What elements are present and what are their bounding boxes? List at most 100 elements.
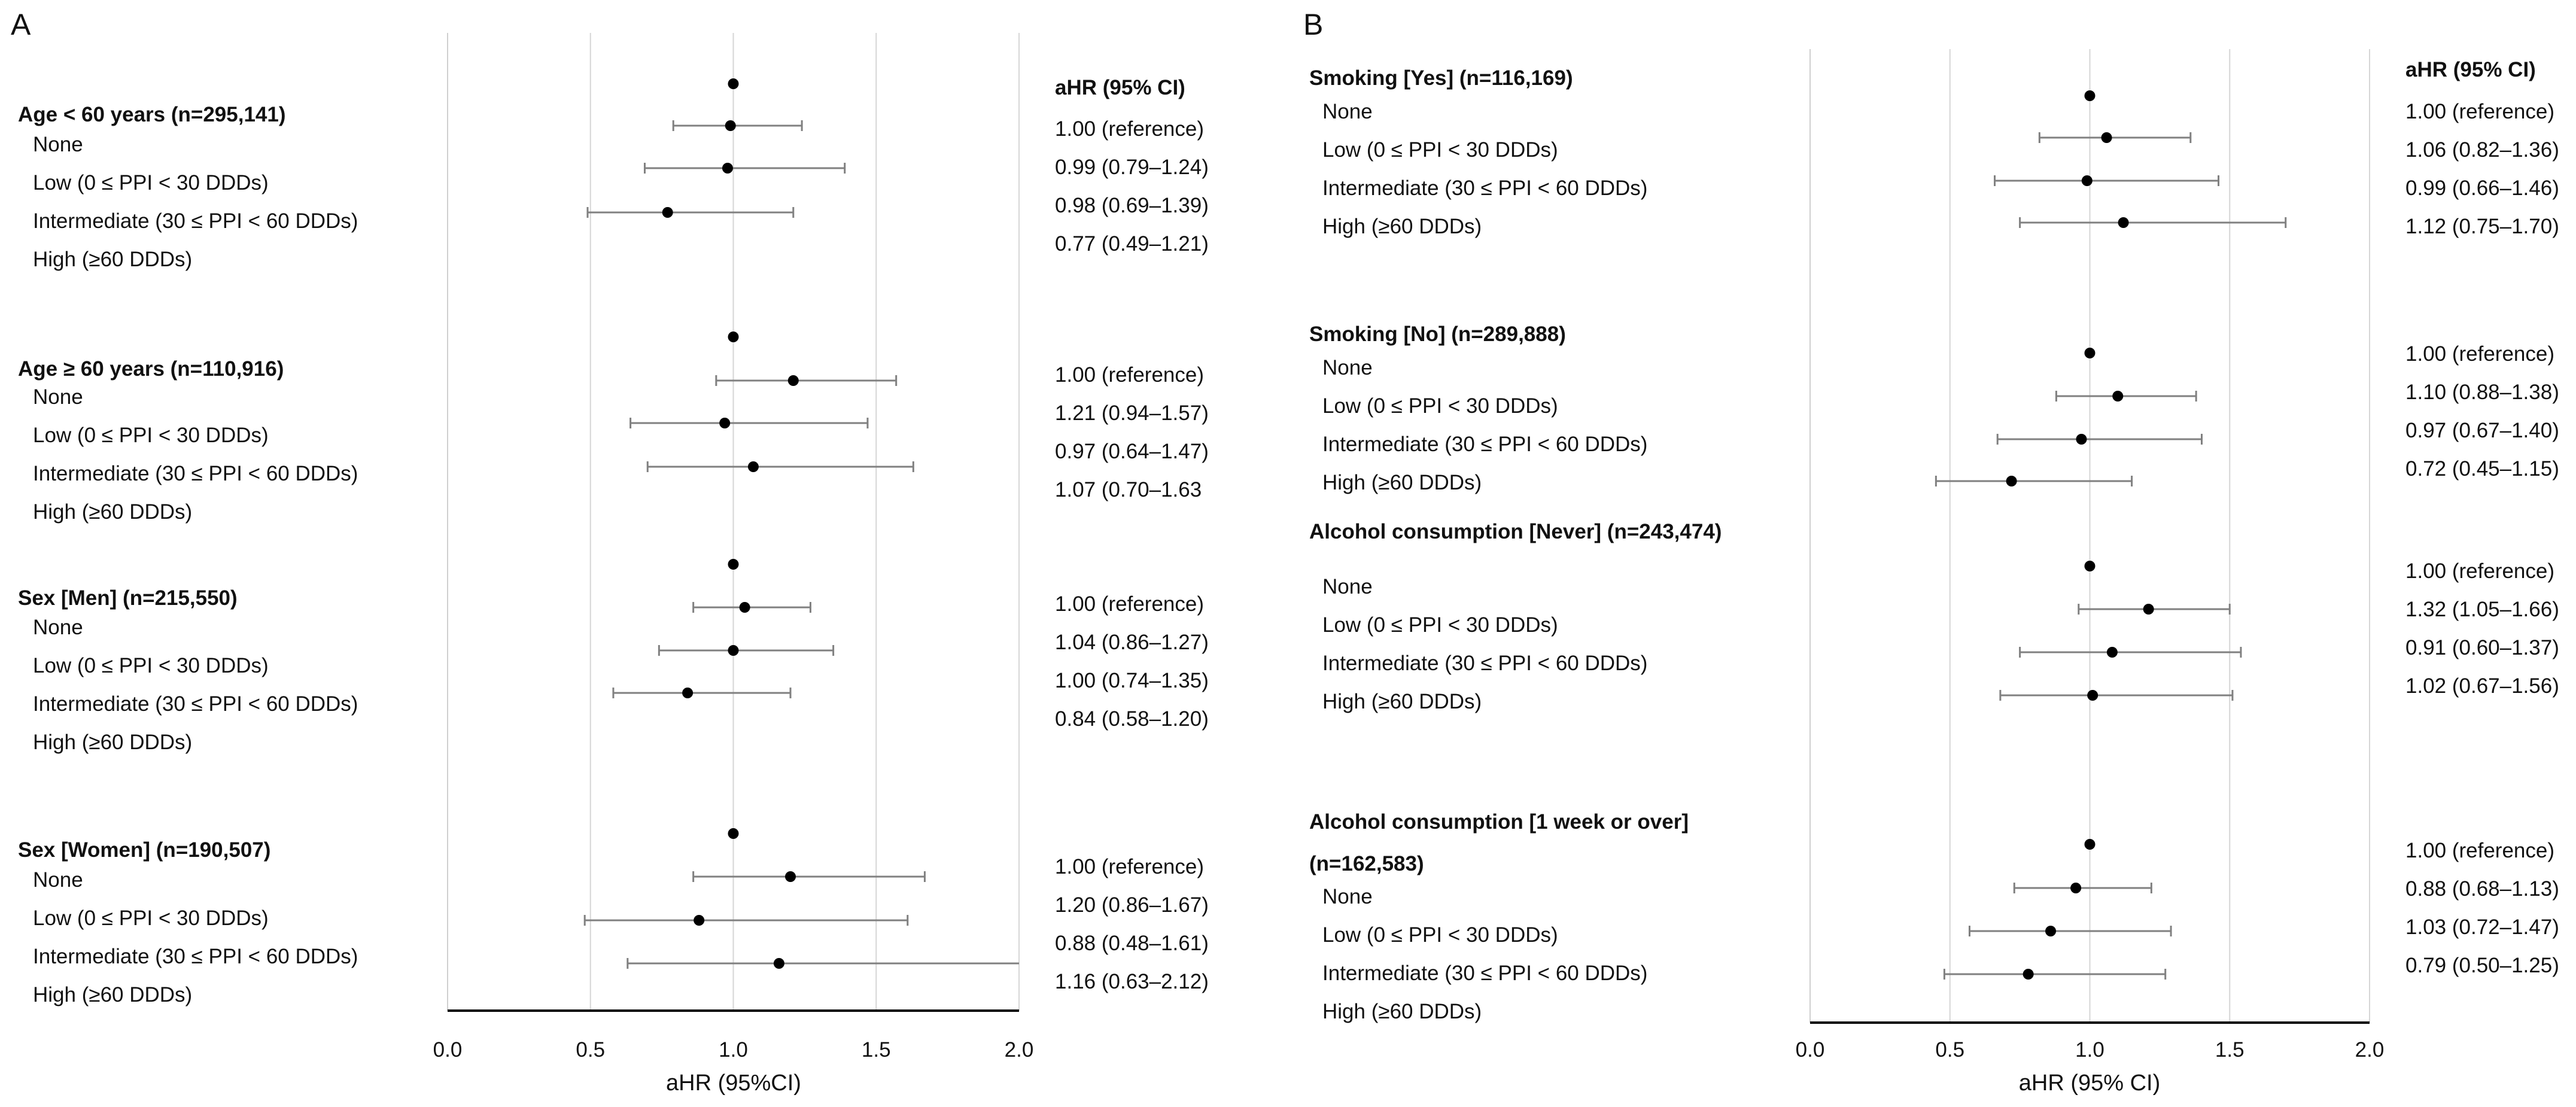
hr-value-label: 1.16 (0.63–2.12) [1055, 970, 1209, 993]
row-label: Intermediate (30 ≤ PPI < 60 DDDs) [1322, 652, 1647, 675]
point-estimate [728, 828, 739, 839]
point-estimate [2112, 391, 2124, 402]
group-label: Age ≥ 60 years (n=110,916) [18, 357, 284, 381]
row-label: None [33, 868, 83, 892]
group-label: Sex [Men] (n=215,550) [18, 586, 238, 610]
row-label: None [1322, 100, 1373, 123]
row-label: Intermediate (30 ≤ PPI < 60 DDDs) [1322, 433, 1647, 456]
point-estimate [719, 418, 731, 428]
hr-value-label: 0.84 (0.58–1.20) [1055, 707, 1209, 731]
point-estimate [785, 871, 796, 882]
hr-value-label: 1.00 (reference) [2405, 100, 2554, 123]
point-estimate [747, 461, 759, 472]
x-tick-label: 2.0 [2355, 1038, 2385, 1062]
hr-value-label: 0.88 (0.68–1.13) [2405, 877, 2559, 901]
row-label: Low (0 ≤ PPI < 30 DDDs) [33, 654, 269, 677]
row-label: Intermediate (30 ≤ PPI < 60 DDDs) [1322, 177, 1647, 200]
hr-value-label: 1.10 (0.88–1.38) [2405, 381, 2559, 404]
hr-value-label: 1.00 (0.74–1.35) [1055, 669, 1209, 692]
point-estimate [2084, 90, 2096, 101]
hr-value-label: 1.00 (reference) [2405, 342, 2554, 366]
group-label: Alcohol consumption [1 week or over] [1309, 810, 1689, 834]
point-estimate [2084, 348, 2096, 358]
point-estimate [2106, 647, 2118, 658]
hr-value-label: 0.72 (0.45–1.15) [2405, 457, 2559, 480]
point-estimate [773, 958, 784, 969]
hr-value-label: 1.21 (0.94–1.57) [1055, 402, 1209, 425]
row-label: None [33, 616, 83, 639]
x-tick-label: 0.0 [1796, 1038, 1825, 1062]
row-label: None [33, 133, 83, 156]
hr-value-label: 1.06 (0.82–1.36) [2405, 138, 2559, 162]
point-estimate [2023, 969, 2034, 980]
x-tick-label: 0.5 [576, 1038, 605, 1062]
group-label: Sex [Women] (n=190,507) [18, 838, 270, 862]
hr-value-label: 1.00 (reference) [2405, 839, 2554, 862]
group-label: Age < 60 years (n=295,141) [18, 103, 286, 126]
row-label: Low (0 ≤ PPI < 30 DDDs) [1322, 394, 1558, 418]
hr-value-label: 1.07 (0.70–1.63 [1055, 478, 1202, 501]
point-estimate [728, 645, 739, 656]
point-estimate [739, 602, 750, 613]
row-label: Intermediate (30 ≤ PPI < 60 DDDs) [33, 692, 358, 716]
hr-value-label: 0.99 (0.79–1.24) [1055, 156, 1209, 179]
x-tick-label: 1.0 [2075, 1038, 2104, 1062]
hr-value-label: 1.00 (reference) [1055, 117, 1204, 141]
hr-value-label: 1.00 (reference) [2405, 559, 2554, 583]
group-label: Alcohol consumption [Never] (n=243,474) [1309, 520, 1722, 543]
x-tick-label: 0.5 [1935, 1038, 1964, 1062]
point-estimate [2143, 604, 2154, 615]
row-label: Intermediate (30 ≤ PPI < 60 DDDs) [33, 209, 358, 233]
hr-value-label: 0.77 (0.49–1.21) [1055, 232, 1209, 256]
row-label: High (≥60 DDDs) [1322, 215, 1482, 238]
row-label: Intermediate (30 ≤ PPI < 60 DDDs) [33, 462, 358, 485]
row-label: Low (0 ≤ PPI < 30 DDDs) [1322, 613, 1558, 637]
row-label: Low (0 ≤ PPI < 30 DDDs) [33, 424, 269, 447]
hr-value-label: 1.20 (0.86–1.67) [1055, 893, 1209, 917]
point-estimate [2101, 132, 2112, 143]
hr-value-label: 0.98 (0.69–1.39) [1055, 194, 1209, 217]
row-label: None [1322, 356, 1373, 379]
row-label: High (≥60 DDDs) [33, 731, 192, 754]
row-label: Low (0 ≤ PPI < 30 DDDs) [33, 171, 269, 194]
hr-value-label: 0.99 (0.66–1.46) [2405, 177, 2559, 200]
point-estimate [2081, 175, 2093, 186]
group-label: Smoking [Yes] (n=116,169) [1309, 66, 1573, 90]
panel-a: A aHR (95% CI) aHR (95%CI) 0.0 0.5 1.0 1.5 2… [11, 8, 1209, 1096]
panel-a-x-axis-label: aHR (95%CI) [666, 1070, 801, 1096]
row-label: None [1322, 575, 1373, 598]
row-label: High (≥60 DDDs) [33, 500, 192, 524]
row-label: High (≥60 DDDs) [33, 248, 192, 271]
row-label: High (≥60 DDDs) [1322, 690, 1482, 713]
point-estimate [728, 559, 739, 570]
point-estimate [787, 375, 799, 386]
hr-value-label: 1.00 (reference) [1055, 855, 1204, 878]
point-estimate [2045, 926, 2057, 936]
hr-value-label: 1.04 (0.86–1.27) [1055, 631, 1209, 654]
panel-b-x-axis-label: aHR (95% CI) [2019, 1070, 2161, 1096]
hr-value-label: 1.12 (0.75–1.70) [2405, 215, 2559, 238]
hr-value-label: 0.97 (0.67–1.40) [2405, 419, 2559, 442]
point-estimate [722, 163, 733, 174]
point-estimate [2118, 217, 2129, 228]
row-label: High (≥60 DDDs) [1322, 1000, 1482, 1023]
x-tick-label: 0.0 [433, 1038, 463, 1062]
x-tick-label: 1.5 [2215, 1038, 2245, 1062]
point-estimate [2070, 883, 2082, 893]
row-label: Low (0 ≤ PPI < 30 DDDs) [1322, 923, 1558, 947]
hr-value-label: 0.88 (0.48–1.61) [1055, 932, 1209, 955]
row-label: Intermediate (30 ≤ PPI < 60 DDDs) [33, 945, 358, 968]
row-label: Low (0 ≤ PPI < 30 DDDs) [1322, 138, 1558, 162]
panel-b-column-header: aHR (95% CI) [2405, 58, 2536, 81]
hr-value-label: 0.91 (0.60–1.37) [2405, 636, 2559, 659]
hr-value-label: 1.00 (reference) [1055, 363, 1204, 387]
point-estimate [725, 120, 736, 131]
point-estimate [2084, 839, 2096, 850]
row-label: Intermediate (30 ≤ PPI < 60 DDDs) [1322, 962, 1647, 985]
point-estimate [2076, 434, 2087, 445]
point-estimate [694, 915, 705, 926]
hr-value-label: 1.02 (0.67–1.56) [2405, 674, 2559, 698]
point-estimate [682, 688, 694, 698]
row-label: High (≥60 DDDs) [33, 983, 192, 1006]
